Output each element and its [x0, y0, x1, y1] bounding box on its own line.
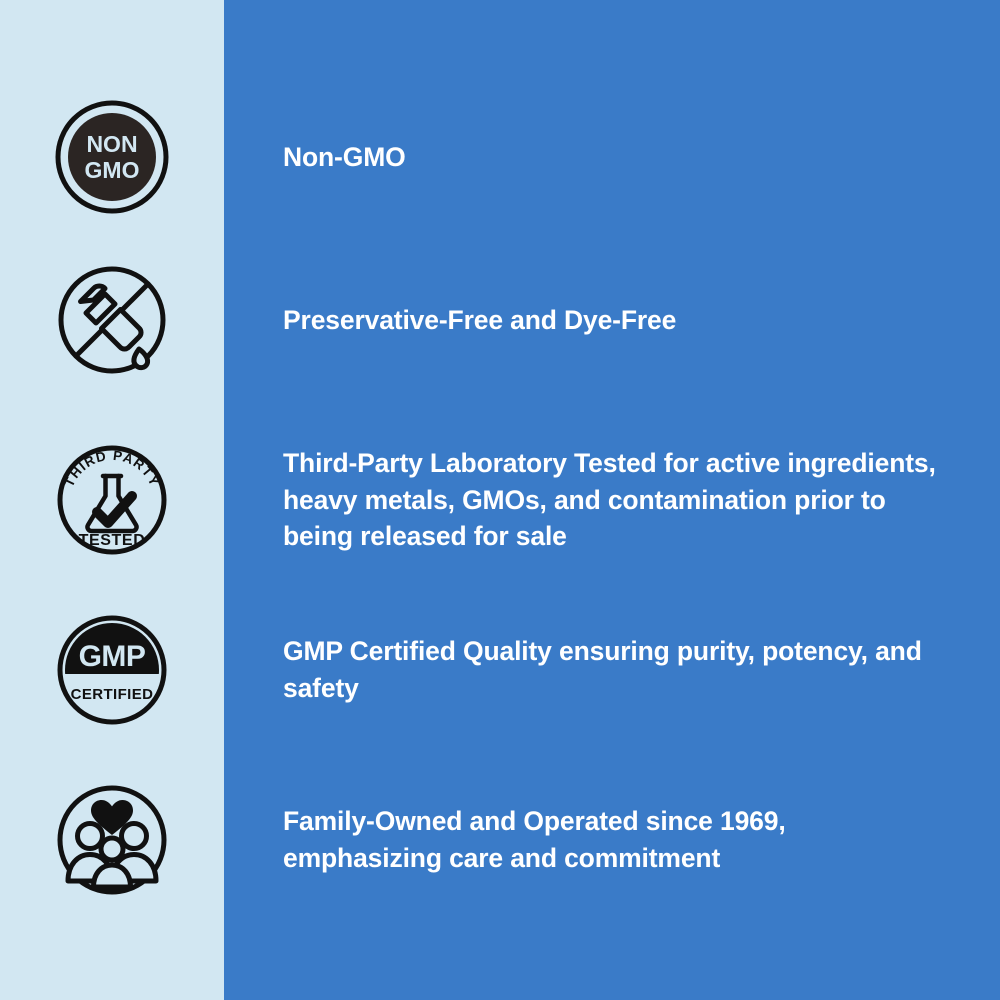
icon-cell — [0, 781, 224, 899]
feature-text-family-owned: Family-Owned and Operated since 1969, em… — [283, 806, 786, 873]
text-cell: Non-GMO — [224, 139, 1000, 176]
icon-cell: GMP CERTIFIED — [0, 611, 224, 729]
non-gmo-badge-icon: NON GMO — [55, 100, 169, 214]
heart-icon — [91, 800, 133, 835]
feature-row-non-gmo: NON GMO Non-GMO — [0, 97, 1000, 217]
gmp-certified-badge-icon: GMP CERTIFIED — [57, 615, 167, 725]
non-gmo-line1: NON — [86, 131, 137, 157]
text-cell: Third-Party Laboratory Tested for active… — [224, 445, 1000, 555]
no-dropper-icon — [58, 266, 166, 374]
check-icon — [92, 491, 137, 528]
feature-row-gmp-certified: GMP CERTIFIED GMP Certified Quality ensu… — [0, 610, 1000, 730]
non-gmo-line2: GMO — [85, 157, 140, 183]
feature-row-preservative-free: Preservative-Free and Dye-Free — [0, 260, 1000, 380]
feature-row-third-party-tested: THIRD PARTY TESTED Third-Party Laborator… — [0, 440, 1000, 560]
feature-text-preservative-free: Preservative-Free and Dye-Free — [283, 304, 677, 335]
feature-text-gmp-certified: GMP Certified Quality ensuring purity, p… — [283, 636, 922, 703]
feature-row-family-owned: Family-Owned and Operated since 1969, em… — [0, 780, 1000, 900]
family-heart-icon — [57, 785, 167, 895]
text-cell: GMP Certified Quality ensuring purity, p… — [224, 633, 1000, 706]
text-column-background — [224, 0, 1000, 1000]
third-party-tested-flask-icon: THIRD PARTY TESTED — [57, 445, 167, 555]
icon-cell — [0, 261, 224, 379]
text-cell: Preservative-Free and Dye-Free — [224, 302, 1000, 339]
tested-label: TESTED — [79, 532, 146, 549]
gmp-label: GMP — [79, 640, 146, 673]
feature-text-non-gmo: Non-GMO — [283, 141, 406, 172]
third-party-arc-label: THIRD PARTY — [61, 448, 162, 489]
feature-text-third-party-tested: Third-Party Laboratory Tested for active… — [283, 448, 936, 552]
icon-cell: THIRD PARTY TESTED — [0, 440, 224, 560]
text-cell: Family-Owned and Operated since 1969, em… — [224, 803, 1000, 876]
icon-cell: NON GMO — [0, 99, 224, 215]
certified-label: CERTIFIED — [71, 686, 154, 703]
